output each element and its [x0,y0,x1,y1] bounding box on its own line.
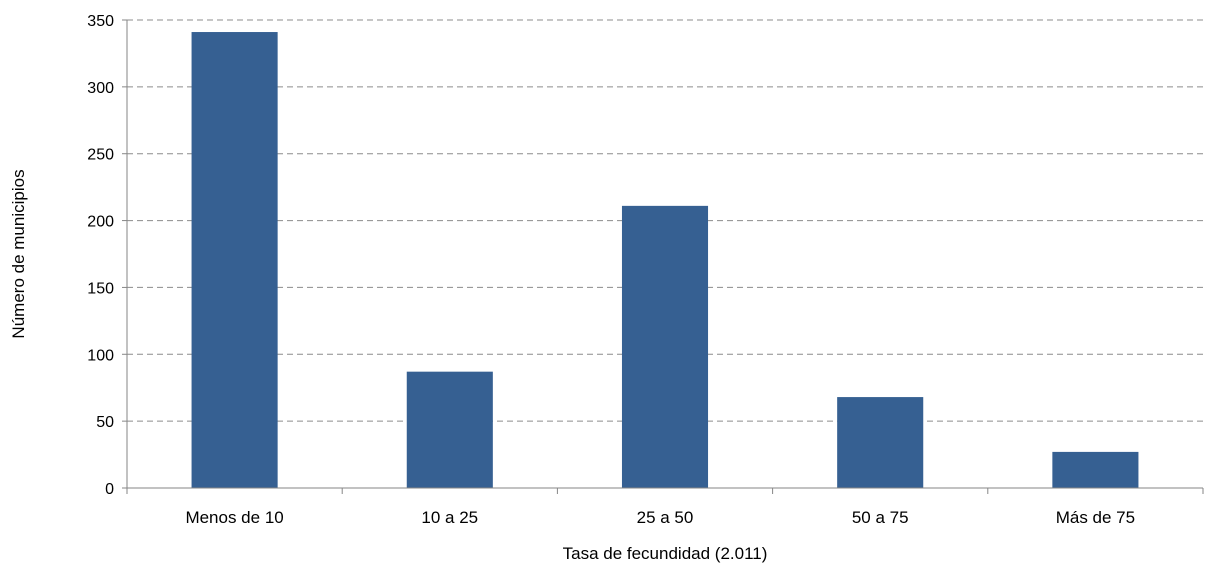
y-tick-label: 0 [105,481,114,498]
gridlines [122,19,1204,494]
bar [191,32,278,488]
y-axis-title: Número de municipios [9,169,28,338]
bar [406,371,493,488]
bar [837,397,924,488]
y-tick-label: 350 [87,13,114,30]
x-tick-label: 25 a 50 [637,508,694,527]
bar [1052,451,1139,488]
y-tick-labels: 0 50 100 150 200 250 300 350 [87,13,114,498]
x-axis-title: Tasa de fecundidad (2.011) [563,544,768,563]
y-tick-label: 200 [87,214,114,231]
x-tick-label: 50 a 75 [852,508,909,527]
x-tick-labels: Menos de 10 10 a 25 25 a 50 50 a 75 Más de 7… [185,508,1135,527]
bars [191,32,1139,488]
x-tick-label: Menos de 10 [185,508,283,527]
y-tick-label: 100 [87,347,114,364]
y-tick-label: 50 [96,414,114,431]
y-tick-label: 150 [87,280,114,297]
y-tick-label: 300 [87,80,114,97]
x-tick-label: 10 a 25 [421,508,478,527]
bar [621,205,709,488]
x-tick-label: Más de 75 [1056,508,1135,527]
y-tick-label: 250 [87,147,114,164]
axes [126,20,1203,489]
